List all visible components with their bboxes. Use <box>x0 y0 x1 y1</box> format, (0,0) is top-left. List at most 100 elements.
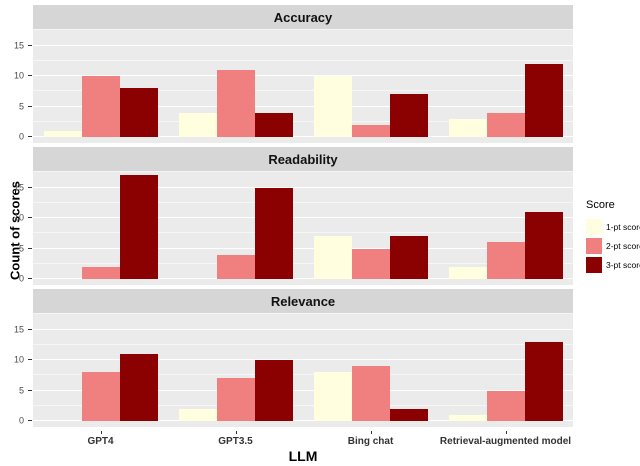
y-tick-label: 0 <box>18 273 24 284</box>
bar-group-3 <box>438 29 573 137</box>
legend-item-label: 3-pt score <box>606 260 640 270</box>
facet-1: Readability 0 5 10 15 <box>14 147 573 285</box>
bar-2pt <box>216 254 255 279</box>
bar-2pt <box>216 378 255 421</box>
bar-1pt <box>448 266 487 279</box>
panel-2: 0 5 10 15 <box>14 313 573 427</box>
bar-3pt <box>119 175 158 279</box>
facet-title: Readability <box>268 151 338 167</box>
y-tick-label: 15 <box>13 182 24 192</box>
bar-1pt <box>178 408 217 421</box>
y-tick-mark <box>28 44 32 46</box>
bar-2pt <box>486 390 525 421</box>
y-tick-label: 0 <box>18 415 24 426</box>
facet-strip: Relevance <box>33 289 573 313</box>
major-gridline <box>33 105 573 107</box>
bar-1pt <box>178 112 217 137</box>
y-tick-label: 0 <box>18 131 24 142</box>
major-gridline <box>33 217 573 218</box>
bar-3pt <box>254 112 293 137</box>
bar-3pt <box>389 236 428 279</box>
bar-1pt <box>43 130 82 137</box>
major-gridline <box>33 389 573 391</box>
bar-2pt <box>351 124 390 137</box>
x-tick-label: GPT3.5 <box>218 436 253 447</box>
legend-swatch <box>586 219 602 235</box>
bar-groups <box>33 29 573 137</box>
bar-1pt <box>313 76 352 137</box>
y-tick-label: 5 <box>18 101 24 111</box>
x-tick-mark <box>370 431 372 434</box>
facet-strip: Readability <box>33 147 573 171</box>
legend-swatch <box>586 238 602 254</box>
y-tick-label: 10 <box>13 212 24 223</box>
x-axis: GPT4 GPT3.5 Bing chat Retrieval-augmented m… <box>33 431 573 449</box>
bar-1pt <box>448 118 487 137</box>
bar-groups <box>33 171 573 279</box>
bar-1pt <box>448 414 487 421</box>
x-tick-label: GPT4 <box>87 436 114 447</box>
legend-item-2pt: 2-pt score <box>586 237 640 255</box>
legend-item-label: 1-pt score <box>606 222 640 232</box>
minor-gridline <box>33 313 573 315</box>
bar-group-0 <box>33 29 168 137</box>
y-tick-mark <box>28 136 32 137</box>
minor-gridline <box>33 262 573 264</box>
major-gridline <box>33 136 573 137</box>
major-gridline <box>33 359 573 360</box>
bar-2pt <box>81 372 120 421</box>
legend-item-label: 2-pt score <box>606 241 640 251</box>
y-tick-mark <box>28 105 32 107</box>
minor-gridline <box>33 232 573 234</box>
y-tick-label: 5 <box>18 385 24 395</box>
y-tick-mark <box>28 217 32 218</box>
minor-gridline <box>33 90 573 92</box>
y-tick-label: 5 <box>18 243 24 253</box>
bar-3pt <box>119 88 158 137</box>
legend-item-1pt: 1-pt score <box>586 218 640 236</box>
y-tick-mark <box>28 247 32 249</box>
y-tick-mark <box>28 420 32 421</box>
facet-0: Accuracy 0 5 10 15 <box>14 5 573 143</box>
y-tick-mark <box>28 278 32 279</box>
minor-gridline <box>33 171 573 173</box>
y-tick-mark <box>28 359 32 360</box>
bar-group-3 <box>438 313 573 421</box>
y-tick-mark <box>28 328 32 330</box>
major-gridline <box>33 186 573 188</box>
facet-panels: Accuracy 0 5 10 15 Readability 0 5 10 15 Relevance… <box>14 5 573 431</box>
bar-3pt <box>389 408 428 421</box>
minor-gridline <box>33 201 573 203</box>
bar-2pt <box>81 76 120 137</box>
bar-2pt <box>216 69 255 137</box>
legend-items: 1-pt score 2-pt score 3-pt score <box>586 218 640 274</box>
minor-gridline <box>33 404 573 406</box>
x-tick-mark <box>235 431 237 434</box>
bar-3pt <box>254 187 293 279</box>
bar-2pt <box>351 366 390 421</box>
panel-0: 0 5 10 15 <box>14 29 573 143</box>
bar-1pt <box>313 372 352 421</box>
bar-group-1 <box>168 29 303 137</box>
y-tick-label: 15 <box>13 324 24 334</box>
x-tick-mark <box>100 431 102 434</box>
facet-strip: Accuracy <box>33 5 573 29</box>
facet-title: Relevance <box>270 293 336 309</box>
y-tick-label: 10 <box>13 70 24 81</box>
bar-3pt <box>389 94 428 137</box>
legend-item-3pt: 3-pt score <box>586 256 640 274</box>
bar-3pt <box>524 341 563 421</box>
major-gridline <box>33 328 573 330</box>
y-tick-mark <box>28 389 32 391</box>
major-gridline <box>33 420 573 421</box>
x-axis-title: LLM <box>288 448 318 464</box>
legend-title: Score <box>586 199 615 211</box>
bar-group-2 <box>303 313 438 421</box>
minor-gridline <box>33 343 573 345</box>
x-tick-label: Bing chat <box>347 436 394 447</box>
major-gridline <box>33 75 573 76</box>
bar-2pt <box>81 266 120 279</box>
facet-title: Accuracy <box>273 9 333 25</box>
x-tick-label: Retrieval-augmented model <box>439 436 572 447</box>
